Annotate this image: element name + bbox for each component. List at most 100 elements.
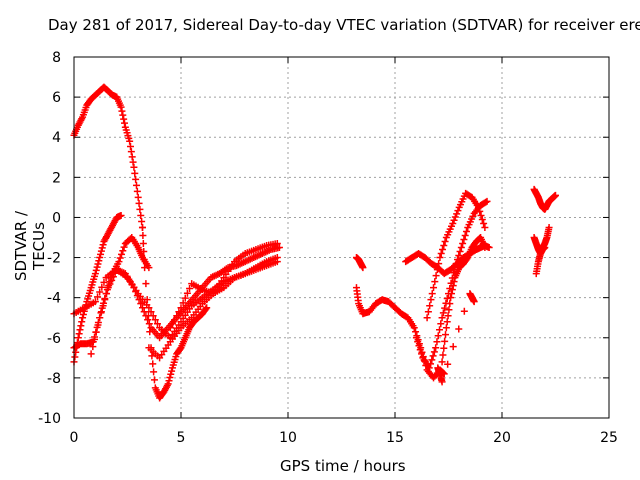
data-point bbox=[175, 308, 183, 316]
data-point bbox=[94, 293, 102, 301]
x-tick-label: 15 bbox=[386, 430, 404, 446]
data-point bbox=[541, 244, 549, 252]
data-point bbox=[120, 115, 128, 123]
data-point bbox=[451, 213, 459, 221]
data-point bbox=[450, 278, 458, 286]
data-point bbox=[138, 304, 146, 312]
data-point bbox=[145, 264, 153, 272]
data-point bbox=[171, 316, 179, 324]
series-arc2 bbox=[138, 223, 211, 402]
data-point bbox=[461, 231, 469, 239]
data-point bbox=[91, 270, 99, 278]
data-point bbox=[166, 373, 174, 381]
data-point bbox=[104, 284, 112, 292]
data-point bbox=[427, 360, 435, 368]
data-point bbox=[137, 211, 145, 219]
data-point bbox=[477, 211, 485, 219]
data-point bbox=[97, 250, 105, 258]
data-point bbox=[460, 307, 468, 315]
y-tick-label: 2 bbox=[52, 170, 61, 186]
data-point bbox=[96, 288, 104, 296]
data-point bbox=[450, 216, 458, 224]
data-point bbox=[96, 314, 104, 322]
data-point bbox=[77, 322, 85, 330]
data-point bbox=[96, 254, 104, 262]
series-arc15 bbox=[434, 290, 478, 386]
data-point bbox=[186, 284, 194, 292]
data-point bbox=[133, 187, 141, 195]
data-point bbox=[149, 312, 157, 320]
data-point bbox=[459, 240, 467, 248]
data-point bbox=[452, 260, 460, 268]
data-point bbox=[126, 137, 134, 145]
series-arc13 bbox=[423, 189, 489, 322]
data-point bbox=[92, 328, 100, 336]
data-point bbox=[150, 376, 158, 384]
data-point bbox=[130, 163, 138, 171]
data-point bbox=[167, 370, 175, 378]
data-point bbox=[165, 377, 173, 385]
data-point bbox=[115, 258, 123, 266]
data-point bbox=[443, 294, 451, 302]
data-point bbox=[456, 248, 464, 256]
data-point bbox=[142, 312, 150, 320]
data-point bbox=[481, 244, 489, 252]
data-point bbox=[441, 304, 449, 312]
data-point bbox=[94, 260, 102, 268]
data-point bbox=[414, 338, 422, 346]
data-point bbox=[103, 290, 111, 298]
data-point bbox=[273, 254, 281, 262]
data-point bbox=[78, 318, 86, 326]
data-point bbox=[97, 247, 105, 255]
data-point bbox=[412, 328, 420, 336]
data-point bbox=[99, 302, 107, 310]
y-tick-label: -2 bbox=[47, 251, 61, 267]
data-point bbox=[447, 294, 455, 302]
series-arc11 bbox=[402, 242, 493, 278]
data-point bbox=[147, 308, 155, 316]
data-point bbox=[168, 320, 176, 328]
x-axis-label: GPS time / hours bbox=[280, 457, 406, 475]
data-point bbox=[439, 246, 447, 254]
data-point bbox=[440, 344, 448, 352]
series-arc14 bbox=[438, 234, 489, 366]
data-point bbox=[119, 247, 127, 255]
data-point bbox=[202, 305, 210, 313]
data-point bbox=[449, 282, 457, 290]
data-point bbox=[483, 197, 491, 205]
data-point bbox=[203, 304, 211, 312]
data-point bbox=[74, 334, 82, 342]
y-tick-label: -8 bbox=[47, 371, 61, 387]
data-point bbox=[359, 264, 367, 272]
data-point bbox=[415, 342, 423, 350]
y-tick-label: -4 bbox=[47, 291, 61, 307]
data-point bbox=[138, 223, 146, 231]
data-point bbox=[474, 203, 482, 211]
data-point bbox=[179, 299, 187, 307]
data-point bbox=[436, 326, 444, 334]
data-point bbox=[431, 278, 439, 286]
data-point bbox=[116, 254, 124, 262]
data-point bbox=[434, 332, 442, 340]
data-point bbox=[418, 350, 426, 358]
data-point bbox=[150, 368, 158, 376]
data-point bbox=[117, 103, 125, 111]
data-point bbox=[100, 278, 108, 286]
data-point bbox=[439, 309, 447, 317]
y-tick-label: 6 bbox=[52, 90, 61, 106]
data-point bbox=[173, 312, 181, 320]
data-point bbox=[117, 211, 125, 219]
data-point bbox=[98, 283, 106, 291]
data-point bbox=[139, 240, 147, 248]
data-point bbox=[71, 353, 79, 361]
data-point bbox=[446, 300, 454, 308]
chart-title: Day 281 of 2017, Sidereal Day-to-day VTE… bbox=[48, 16, 640, 34]
data-point bbox=[91, 298, 99, 306]
data-point bbox=[131, 169, 139, 177]
data-point bbox=[428, 356, 436, 364]
data-point bbox=[412, 334, 420, 342]
data-point bbox=[433, 266, 441, 274]
data-point bbox=[144, 316, 152, 324]
data-point bbox=[470, 298, 478, 306]
x-tick-label: 25 bbox=[600, 430, 618, 446]
